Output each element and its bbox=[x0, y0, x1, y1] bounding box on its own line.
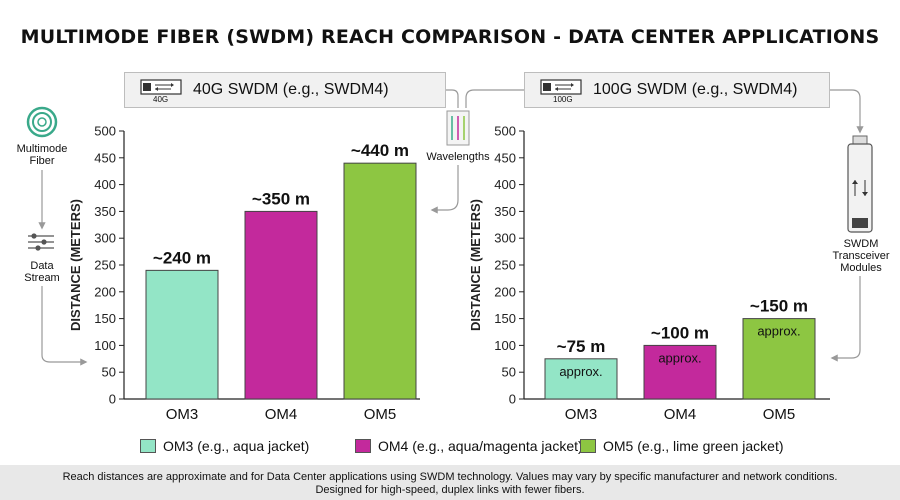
footer-line-2: Designed for high-speed, duplex links wi… bbox=[315, 484, 585, 496]
page-title: MULTIMODE FIBER (SWDM) REACH COMPARISON … bbox=[20, 26, 880, 48]
chart-1-y-tick-label: 100 bbox=[94, 338, 116, 353]
chart-1-data-label: ~440 m bbox=[351, 141, 409, 160]
legend-swatch-om5 bbox=[580, 439, 596, 453]
chart-2-bar-om4 bbox=[643, 344, 717, 400]
chart-2-y-axis-label: DISTANCE (METERS) bbox=[468, 199, 483, 331]
legend-swatch-om3 bbox=[140, 439, 156, 453]
module-box-40g: 40G 40G SWDM (e.g., SWDM4) bbox=[124, 72, 446, 108]
chart-1-y-tick-label: 450 bbox=[94, 150, 116, 165]
legend-item-om5: OM5 (e.g., lime green jacket) bbox=[580, 438, 784, 454]
chart-2-y-tick-label: 500 bbox=[494, 124, 516, 139]
chart-1-bar-om5 bbox=[343, 162, 417, 400]
module-icon-text: 40G bbox=[153, 95, 169, 104]
chart-1-y-tick-label: 350 bbox=[94, 204, 116, 219]
module-icon-text: 100G bbox=[553, 95, 573, 104]
chart-1-y-tick-label: 400 bbox=[94, 177, 116, 192]
chart-2-x-tick-label: OM4 bbox=[664, 406, 697, 423]
chart-1-data-label: ~240 m bbox=[153, 248, 211, 267]
legend-label: OM4 (e.g., aqua/magenta jacket) bbox=[378, 438, 583, 454]
chart-2-y-tick-label: 200 bbox=[494, 284, 516, 299]
chart-1-y-tick-label: 250 bbox=[94, 258, 116, 273]
chart-1-y-tick-label: 500 bbox=[94, 124, 116, 139]
data-stream-label: Data Stream bbox=[24, 260, 60, 284]
footer-line-1: Reach distances are approximate and for … bbox=[62, 471, 838, 483]
chart-2-y-tick-label: 50 bbox=[502, 365, 516, 380]
chart-1-x-tick-label: OM3 bbox=[166, 406, 199, 423]
chart-2-data-label: ~150 m bbox=[750, 297, 808, 316]
legend-item-om3: OM3 (e.g., aqua jacket) bbox=[140, 438, 309, 454]
multimode-fiber-label: Multimode Fiber bbox=[16, 143, 68, 167]
chart-1-y-axis-label: DISTANCE (METERS) bbox=[68, 199, 83, 331]
transceiver-module-icon: 40G bbox=[139, 76, 183, 104]
chart-2-x-tick-label: OM5 bbox=[763, 406, 796, 423]
chart-2-y-tick-label: 450 bbox=[494, 150, 516, 165]
footer-note: Reach distances are approximate and for … bbox=[0, 465, 900, 500]
wavelengths-label: Wavelengths bbox=[426, 151, 490, 163]
chart-2-y-tick-label: 150 bbox=[494, 311, 516, 326]
chart-1-bar-om3 bbox=[145, 269, 219, 400]
chart-1-x-tick-label: OM5 bbox=[364, 406, 397, 423]
chart-2-x-tick-label: OM3 bbox=[565, 406, 598, 423]
chart-2-y-tick-label: 250 bbox=[494, 258, 516, 273]
chart-2-data-label: ~100 m bbox=[651, 323, 709, 342]
chart-2-y-tick-label: 300 bbox=[494, 231, 516, 246]
chart-2-bar-inner-label: approx. bbox=[559, 364, 602, 379]
chart-2-y-tick-label: 0 bbox=[509, 392, 516, 407]
chart-2-bar-om5 bbox=[742, 318, 816, 400]
chart-2-y-tick-label: 400 bbox=[494, 177, 516, 192]
chart-2-bar-inner-label: approx. bbox=[658, 350, 701, 365]
legend-label: OM5 (e.g., lime green jacket) bbox=[603, 438, 784, 454]
chart-1-data-label: ~350 m bbox=[252, 189, 310, 208]
legend-item-om4: OM4 (e.g., aqua/magenta jacket) bbox=[355, 438, 583, 454]
chart-1-y-tick-label: 0 bbox=[109, 392, 116, 407]
legend-swatch-om4 bbox=[355, 439, 371, 453]
swdm-transceiver-label: SWDM Transceiver Modules bbox=[832, 238, 890, 274]
chart-1-y-tick-label: 300 bbox=[94, 231, 116, 246]
chart-2-bar-om3 bbox=[544, 358, 618, 400]
chart-1-y-tick-label: 200 bbox=[94, 284, 116, 299]
chart-1-x-tick-label: OM4 bbox=[265, 406, 298, 423]
module-label-40g: 40G SWDM (e.g., SWDM4) bbox=[193, 81, 389, 98]
chart-2-data-label: ~75 m bbox=[557, 337, 606, 356]
module-label-100g: 100G SWDM (e.g., SWDM4) bbox=[593, 81, 798, 98]
chart-1-y-tick-label: 150 bbox=[94, 311, 116, 326]
chart-2-y-tick-label: 100 bbox=[494, 338, 516, 353]
legend-label: OM3 (e.g., aqua jacket) bbox=[163, 438, 310, 454]
module-box-100g: 100G 100G SWDM (e.g., SWDM4) bbox=[524, 72, 830, 108]
chart-1-y-tick-label: 50 bbox=[102, 365, 116, 380]
chart-1-bar-om4 bbox=[244, 210, 318, 400]
chart-2-y-tick-label: 350 bbox=[494, 204, 516, 219]
transceiver-module-icon: 100G bbox=[539, 76, 583, 104]
chart-2-bar-inner-label: approx. bbox=[757, 324, 800, 339]
